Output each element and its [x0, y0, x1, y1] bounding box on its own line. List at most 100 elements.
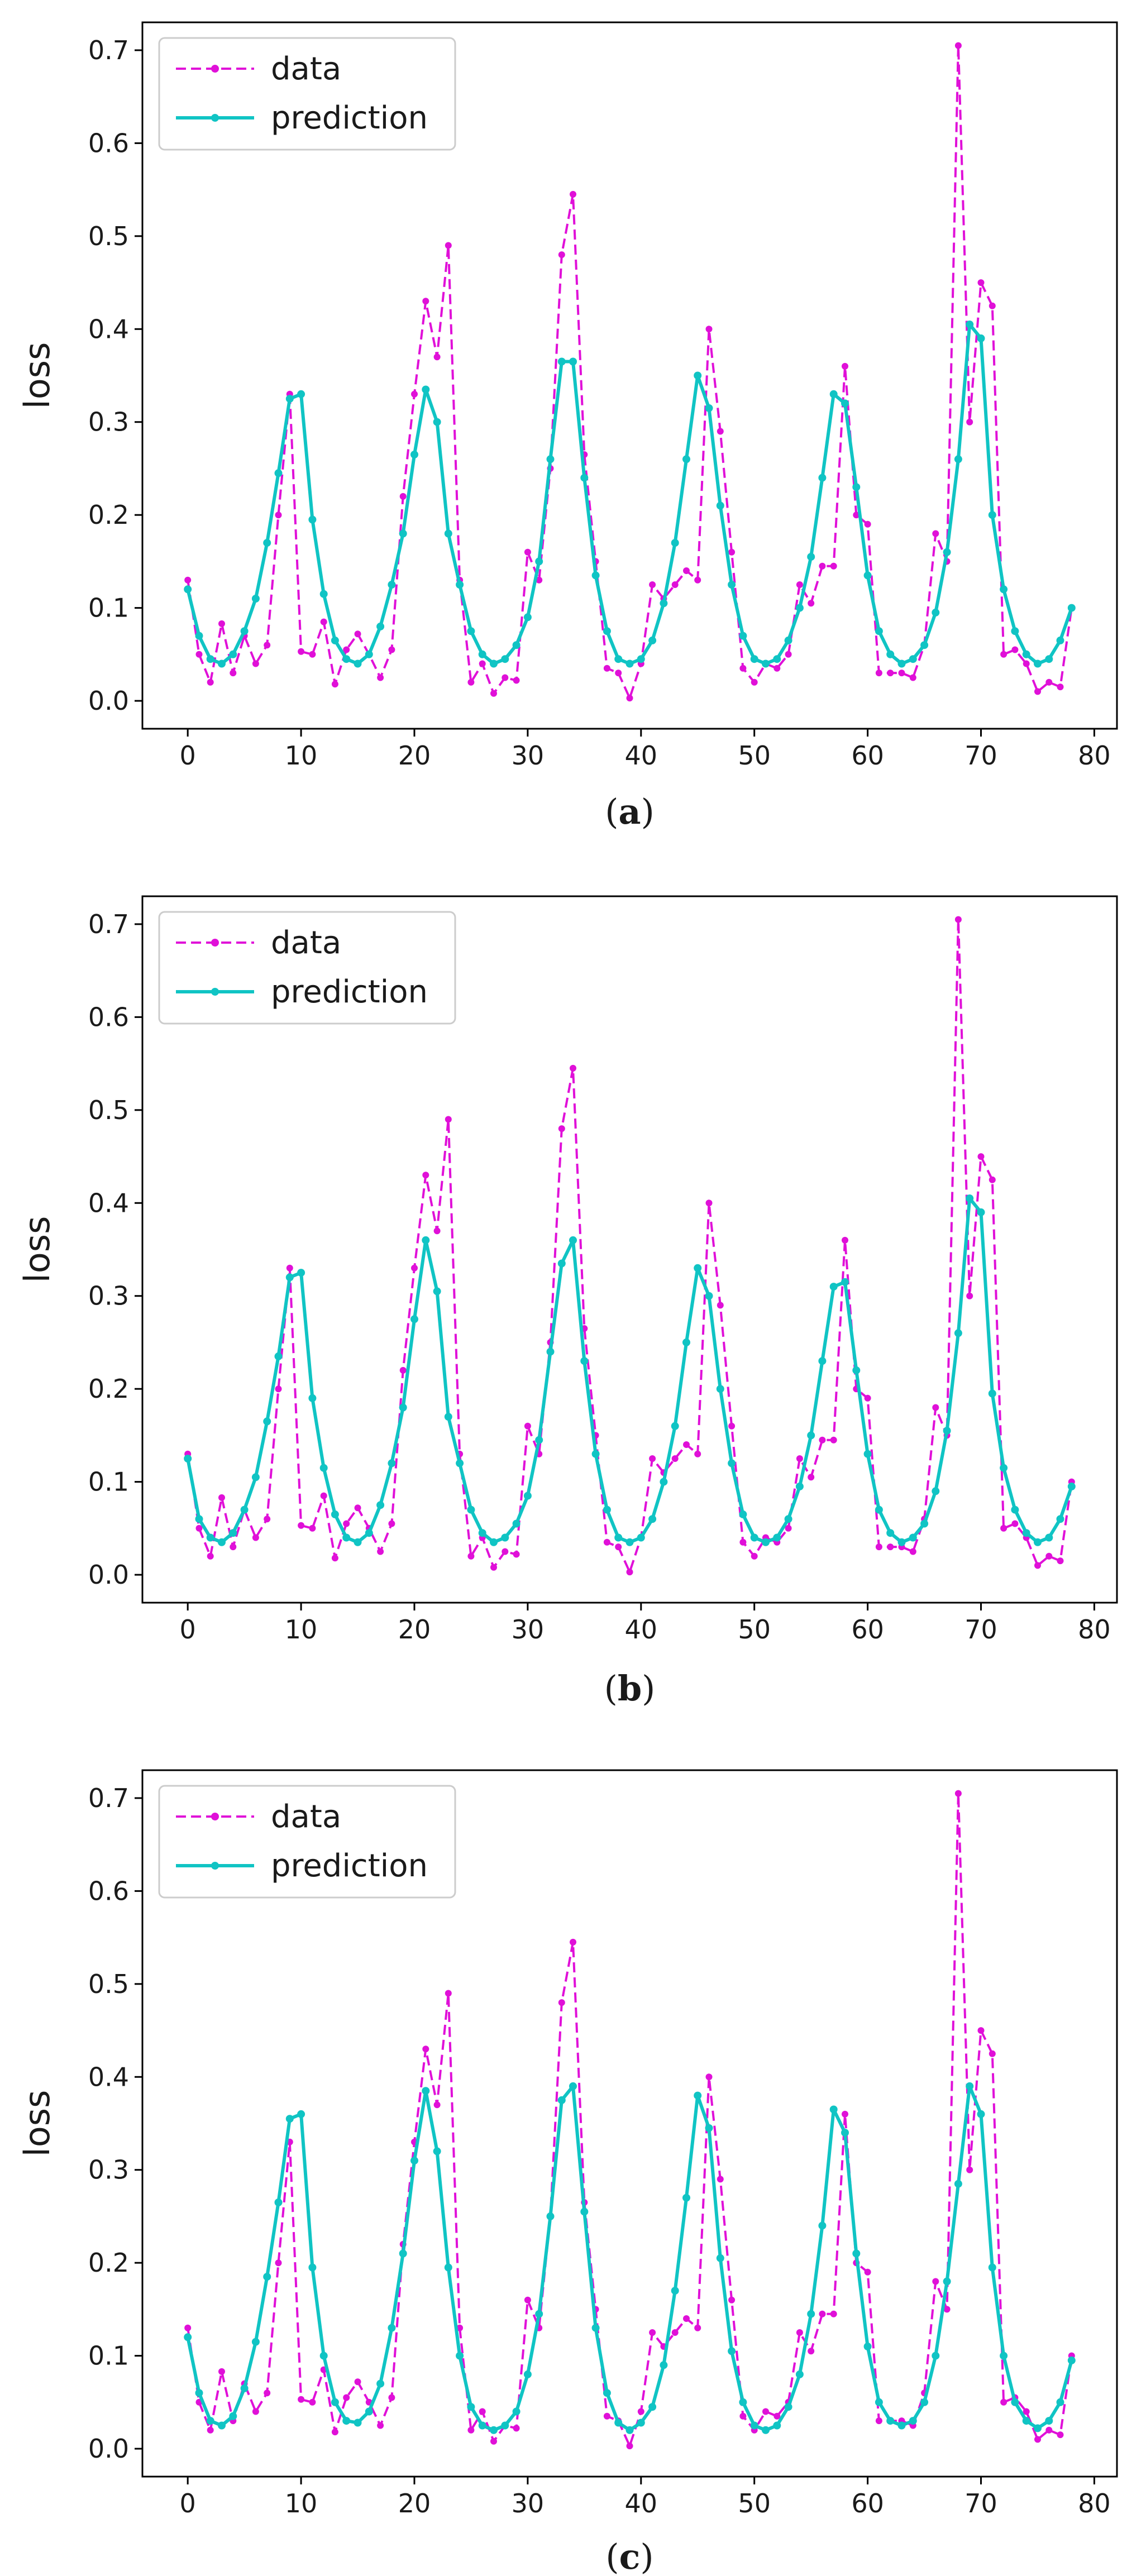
data-point-prediction — [523, 2370, 532, 2378]
data-point-prediction — [773, 655, 781, 663]
data-point-prediction — [1011, 2398, 1019, 2406]
data-point-prediction — [535, 2310, 543, 2318]
data-point-data — [977, 1153, 985, 1160]
data-point-prediction — [660, 599, 668, 608]
data-point-data — [331, 681, 338, 688]
data-point-data — [954, 1790, 962, 1797]
data-point-prediction — [297, 2110, 305, 2118]
data-point-prediction — [671, 1422, 679, 1430]
chart-panel-c: 0.0 0.1 0.2 0.3 0.4 0.5 0.6 0.7 0 10 20 30 40 50 60 70 8… — [17, 1769, 1118, 2576]
x-tick-label: 40 — [625, 740, 658, 771]
data-point-data — [445, 1116, 452, 1123]
data-point-data — [683, 1441, 690, 1448]
data-point-data — [671, 2329, 679, 2336]
data-point-prediction — [603, 2389, 611, 2397]
data-point-prediction — [932, 2352, 940, 2360]
data-point-prediction — [932, 608, 940, 616]
data-point-prediction — [625, 659, 634, 668]
x-tick-label: 0 — [180, 1614, 196, 1645]
data-point-data — [887, 1543, 894, 1551]
data-point-data — [830, 1436, 837, 1444]
data-point-prediction — [580, 1357, 589, 1365]
data-point-prediction — [523, 1492, 532, 1500]
legend-marker-data — [211, 65, 219, 73]
data-point-prediction — [501, 2421, 509, 2430]
data-point-prediction — [285, 2115, 294, 2123]
data-point-data — [502, 674, 509, 681]
data-point-prediction — [546, 2212, 555, 2220]
legend-label-data: data — [271, 925, 341, 961]
data-point-data — [739, 665, 747, 672]
data-point-data — [842, 362, 848, 370]
data-point-prediction — [523, 613, 532, 622]
data-point-data — [184, 2324, 192, 2331]
data-point-data — [819, 562, 826, 570]
panel-caption-letter: b — [618, 1668, 642, 1709]
data-point-prediction — [897, 1538, 906, 1546]
data-point-prediction — [557, 2096, 566, 2104]
data-point-prediction — [410, 2157, 418, 2165]
data-point-prediction — [784, 2403, 792, 2411]
data-point-prediction — [478, 650, 486, 658]
data-point-prediction — [410, 451, 418, 458]
data-point-prediction — [229, 2412, 237, 2420]
y-axis-label: loss — [17, 1216, 58, 1283]
series-prediction — [184, 2082, 1076, 2434]
panel-caption: (a) — [605, 791, 655, 832]
y-tick-label: 0.4 — [88, 1188, 129, 1218]
data-point-prediction — [762, 1538, 770, 1546]
data-point-data — [1011, 1520, 1019, 1527]
y-tick-label: 0.6 — [88, 128, 129, 158]
data-point-prediction — [285, 1273, 294, 1282]
chart-panel-b: 0.0 0.1 0.2 0.3 0.4 0.5 0.6 0.7 0 10 20 30 40 50 60 70 8… — [17, 895, 1118, 1709]
data-point-data — [467, 2426, 475, 2434]
data-point-prediction — [966, 321, 974, 328]
data-point-prediction — [376, 622, 385, 630]
data-point-prediction — [365, 650, 373, 658]
data-point-data — [1057, 2431, 1064, 2439]
data-point-prediction — [682, 455, 690, 463]
data-point-prediction — [977, 2110, 985, 2118]
data-point-prediction — [512, 1519, 521, 1528]
data-point-data — [479, 2408, 486, 2415]
data-point-data — [932, 1404, 939, 1411]
data-point-data — [570, 1064, 576, 1072]
data-point-data — [218, 620, 225, 627]
data-point-data — [830, 2310, 837, 2317]
data-point-prediction — [251, 1473, 260, 1481]
data-point-prediction — [376, 1501, 385, 1509]
data-point-prediction — [433, 418, 441, 426]
data-point-prediction — [750, 1533, 758, 1542]
data-point-data — [388, 1520, 395, 1527]
data-point-prediction — [988, 511, 996, 519]
data-point-data — [1023, 2408, 1030, 2415]
data-point-prediction — [342, 1533, 351, 1542]
data-point-prediction — [988, 1389, 996, 1398]
data-point-data — [603, 1538, 610, 1546]
data-point-data — [1034, 2436, 1041, 2443]
data-point-prediction — [625, 1538, 634, 1546]
data-point-prediction — [512, 2407, 521, 2416]
data-point-prediction — [863, 2343, 872, 2350]
data-point-prediction — [966, 2082, 974, 2090]
data-point-data — [1045, 678, 1053, 686]
data-point-prediction — [637, 1533, 645, 1542]
data-point-data — [853, 512, 860, 519]
data-point-data — [354, 2378, 361, 2386]
data-point-prediction — [875, 627, 883, 635]
data-point-prediction — [456, 581, 464, 589]
data-point-data — [819, 2310, 826, 2317]
data-point-prediction — [456, 2352, 464, 2360]
data-point-prediction — [467, 2403, 475, 2411]
y-tick-label: 0.1 — [88, 1467, 129, 1497]
data-point-prediction — [263, 1417, 271, 1426]
data-point-prediction — [818, 474, 827, 482]
y-tick-label: 0.6 — [88, 1002, 129, 1032]
data-point-prediction — [739, 1510, 747, 1518]
data-point-prediction — [218, 2421, 226, 2430]
data-point-prediction — [648, 1515, 657, 1523]
data-point-prediction — [535, 557, 543, 566]
data-point-prediction — [388, 1459, 396, 1468]
data-point-data — [570, 1938, 576, 1946]
data-point-prediction — [1034, 659, 1042, 668]
